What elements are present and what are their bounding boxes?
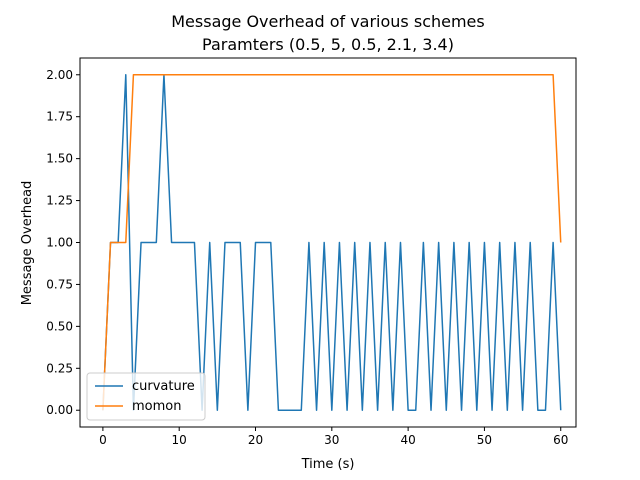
series-layer xyxy=(102,74,562,411)
x-tick-label: 30 xyxy=(324,433,339,447)
x-axis-label: Time (s) xyxy=(301,457,355,472)
y-tick-label: 0.50 xyxy=(46,319,73,333)
x-tick-label: 10 xyxy=(172,433,187,447)
y-tick-label: 1.00 xyxy=(46,236,73,250)
x-tick-label: 50 xyxy=(477,433,492,447)
y-tick-label: 1.25 xyxy=(46,194,73,208)
legend-box xyxy=(86,372,206,421)
chart-title: Message Overhead of various schemes xyxy=(171,12,484,31)
y-tick-label: 2.00 xyxy=(46,68,73,82)
series-line-momon xyxy=(102,74,562,411)
chart-subtitle: Paramters (0.5, 5, 0.5, 2.1, 3.4) xyxy=(202,35,454,54)
legend: curvature momon xyxy=(86,372,206,421)
legend-label-momon: momon xyxy=(132,399,181,414)
x-tick-label: 40 xyxy=(400,433,415,447)
x-axis: 0 10 20 30 40 50 60 xyxy=(99,427,568,447)
y-tick-label: 0.75 xyxy=(46,277,73,291)
y-tick-label: 1.50 xyxy=(46,152,73,166)
y-axis-label: Message Overhead xyxy=(20,181,35,306)
series-line-curvature xyxy=(102,74,562,411)
y-axis: 0.00 0.25 0.50 0.75 1.00 1.25 1.50 1.75 2.00 xyxy=(46,68,80,417)
y-tick-label: 0.25 xyxy=(46,361,73,375)
x-tick-label: 20 xyxy=(248,433,263,447)
legend-label-curvature: curvature xyxy=(132,379,195,394)
x-tick-label: 60 xyxy=(553,433,568,447)
x-tick-label: 0 xyxy=(99,433,107,447)
y-tick-label: 1.75 xyxy=(46,110,73,124)
y-tick-label: 0.00 xyxy=(46,403,73,417)
